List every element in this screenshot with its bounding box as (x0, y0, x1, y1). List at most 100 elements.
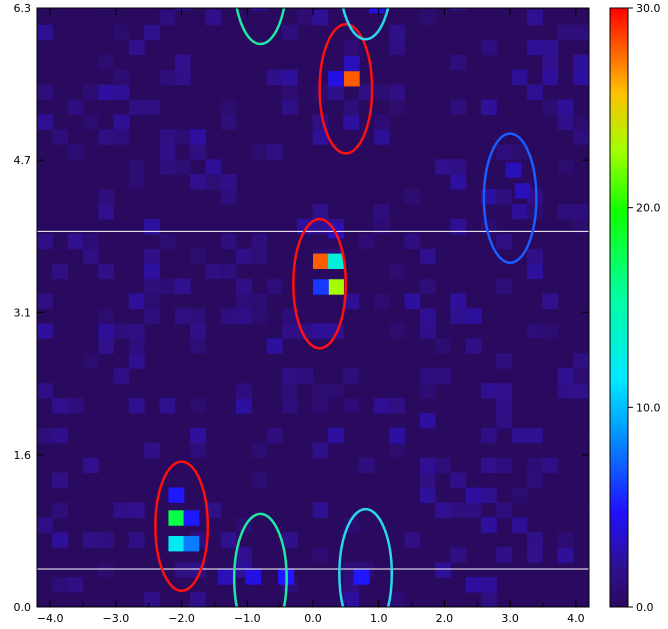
noise-cell (419, 308, 436, 324)
noise-cell (435, 457, 451, 474)
noise-cell (343, 39, 360, 56)
heatmap-cell (328, 279, 344, 295)
noise-cell (572, 114, 589, 130)
region-ellipse (341, 8, 390, 41)
noise-cell (251, 293, 268, 309)
horizontal-lines (37, 230, 589, 570)
noise-cell (113, 84, 130, 100)
x-tick-label: 3.0 (501, 612, 519, 625)
noise-cell (389, 39, 405, 56)
noise-cell (113, 114, 130, 130)
noise-cell (159, 233, 176, 250)
noise-cell (526, 263, 543, 280)
noise-cell (557, 114, 574, 130)
region-ellipses (154, 8, 538, 607)
noise-cell (98, 532, 115, 548)
noise-cell (435, 502, 451, 518)
noise-cell (144, 248, 160, 265)
noise-cell (266, 69, 283, 86)
noise-cell (496, 189, 513, 205)
colorbar-tick-label: 20.0 (636, 202, 661, 215)
heatmap-cell (183, 510, 200, 526)
noise-cell (113, 24, 130, 41)
noise-cell (144, 263, 160, 280)
noise-cell (450, 54, 467, 71)
noise-cell (496, 398, 513, 414)
noise-cell (297, 9, 314, 26)
noise-cell (159, 159, 176, 175)
noise-cell (98, 129, 115, 145)
heatmap-cell (168, 510, 185, 526)
noise-cell (557, 547, 574, 563)
noise-cell (159, 144, 176, 160)
noise-cell (52, 577, 69, 593)
noise-cell (496, 353, 513, 369)
colorbar-tick-label: 0.0 (636, 601, 654, 614)
colorbar-axis: 0.0 10.0 20.0 30.0 (628, 2, 661, 614)
noise-cell (465, 338, 482, 354)
noise-cell (419, 383, 436, 399)
noise-cell (98, 308, 115, 324)
noise-cell (557, 159, 574, 175)
noise-cell (174, 54, 191, 71)
heatmap-cell (505, 162, 522, 178)
y-tick-label: 3.1 (14, 306, 32, 319)
noise-cell (465, 502, 482, 518)
noise-cell (343, 99, 360, 115)
noise-cell (450, 502, 467, 518)
noise-cell (404, 532, 421, 548)
noise-cell (542, 54, 559, 71)
noise-cell (236, 383, 252, 399)
noise-cell (419, 457, 436, 474)
x-tick-label: 2.0 (436, 612, 454, 625)
noise-cell (481, 383, 497, 399)
noise-cell (52, 263, 69, 280)
noise-cell (419, 487, 436, 504)
heatmap-cell (168, 487, 185, 503)
noise-cell (128, 338, 145, 354)
noise-cell (82, 84, 99, 100)
noise-cell (327, 427, 344, 444)
noise-cell (343, 368, 360, 384)
noise-cell (419, 472, 436, 489)
noise-cell (236, 248, 252, 265)
x-tick-label: 0.0 (304, 612, 322, 625)
noise-cell (526, 427, 543, 444)
noise-cell (159, 278, 176, 295)
noise-cell (526, 532, 543, 548)
noise-cell (67, 144, 84, 160)
noise-cell (281, 69, 298, 86)
noise-cell (82, 353, 99, 369)
noise-cell (450, 472, 467, 489)
noise-cell (481, 427, 497, 444)
noise-cell (174, 562, 191, 578)
noise-cell (98, 84, 115, 100)
noise-cell (588, 368, 589, 384)
noise-cell (526, 84, 543, 100)
noise-cell (190, 248, 206, 265)
noise-cell (312, 129, 329, 145)
noise-cell (526, 9, 543, 26)
noise-cell (572, 383, 589, 399)
noise-cell (588, 353, 589, 369)
noise-cell (312, 323, 329, 339)
noise-cell (404, 233, 421, 250)
noise-cell (526, 323, 543, 339)
noise-cell (159, 398, 176, 414)
noise-cell (450, 8, 467, 11)
noise-cell (98, 323, 115, 339)
noise-cell (144, 218, 160, 235)
noise-cell (542, 99, 559, 115)
noise-cell (190, 308, 206, 324)
noise-cell (588, 427, 589, 444)
y-axis: 0.0 1.6 3.1 4.7 6.3 (14, 2, 589, 614)
noise-cell (557, 203, 574, 220)
noise-cell (144, 293, 160, 309)
noise-cell (526, 457, 543, 474)
noise-cell (588, 502, 589, 518)
noise-cell (113, 69, 130, 86)
noise-cell (572, 368, 589, 384)
noise-cell (205, 502, 222, 518)
noise-cell (281, 24, 298, 41)
y-tick-label: 1.6 (14, 449, 32, 462)
